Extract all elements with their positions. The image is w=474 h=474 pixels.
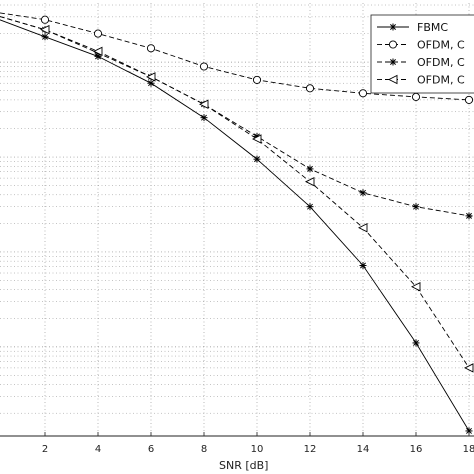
legend-label: FBMC — [417, 21, 448, 34]
series-line — [0, 19, 470, 432]
series-line — [0, 16, 470, 369]
marker-asterisk — [389, 23, 397, 31]
marker-stroke — [307, 203, 313, 210]
x-tick-label: 2 — [42, 444, 48, 455]
marker-stroke — [390, 24, 396, 30]
marker-asterisk — [412, 339, 420, 347]
marker-circle — [199, 62, 209, 71]
legend-box — [370, 14, 474, 94]
marker-circle — [388, 40, 398, 49]
legend-label: OFDM, C — [417, 39, 465, 52]
marker-asterisk — [200, 114, 208, 122]
marker-asterisk — [465, 212, 473, 220]
marker-stroke — [360, 262, 366, 269]
marker-stroke — [148, 80, 154, 87]
marker-triangle — [387, 74, 398, 85]
series-line — [0, 12, 470, 101]
marker-circle — [252, 75, 262, 84]
ticks-layer: 2 4 6 8 10 12 14 16 18 — [42, 432, 474, 455]
legend-label: OFDM, C — [417, 56, 465, 69]
marker-stroke — [466, 212, 472, 219]
legend-entry: OFDM, C — [377, 39, 465, 52]
legend-entry: OFDM, C — [377, 74, 465, 87]
marker-triangle — [410, 282, 421, 292]
marker-stroke — [413, 203, 419, 210]
marker-stroke — [201, 114, 207, 121]
series-layer — [0, 12, 474, 435]
marker-stroke — [360, 189, 366, 196]
marker-circle — [146, 44, 156, 53]
marker-asterisk — [359, 189, 367, 197]
marker-stroke — [42, 33, 48, 40]
marker-asterisk — [306, 203, 314, 211]
marker-asterisk — [389, 58, 397, 66]
marker-stroke — [254, 156, 260, 163]
x-tick-label: 8 — [201, 444, 207, 455]
marker-triangle — [304, 176, 315, 187]
x-tick-label: 18 — [463, 444, 474, 455]
marker-asterisk — [306, 165, 314, 173]
marker-circle — [305, 84, 315, 93]
marker-triangle — [39, 24, 50, 35]
marker-triangle — [92, 46, 103, 57]
marker-circle — [40, 15, 50, 24]
marker-stroke — [466, 427, 472, 434]
legend-entry: FBMC — [377, 21, 448, 34]
marker-asterisk — [412, 203, 420, 211]
marker-stroke — [413, 339, 419, 346]
marker-triangle — [463, 363, 474, 373]
legend: FBMC OFDM, C OFDM, C OFDM, C — [370, 14, 474, 94]
marker-asterisk — [147, 79, 155, 87]
marker-triangle — [145, 72, 156, 82]
x-tick-label: 10 — [251, 444, 264, 455]
marker-asterisk — [41, 33, 49, 41]
series-2 — [0, 12, 474, 104]
marker-stroke — [390, 59, 396, 65]
grid-layer — [0, 3, 474, 436]
marker-circle — [464, 95, 474, 104]
marker-circle — [411, 92, 421, 101]
marker-asterisk — [253, 155, 261, 163]
marker-triangle — [198, 99, 209, 109]
x-axis-label: SNR [dB] — [219, 459, 268, 472]
marker-stroke — [307, 165, 313, 172]
marker-triangle — [357, 223, 368, 233]
x-tick-label: 6 — [148, 444, 154, 455]
marker-asterisk — [359, 261, 367, 269]
legend-label: OFDM, C — [417, 74, 465, 87]
x-tick-label: 16 — [410, 444, 423, 455]
x-tick-label: 4 — [95, 444, 101, 455]
x-tick-label: 14 — [357, 444, 370, 455]
marker-triangle — [251, 134, 262, 144]
marker-circle — [93, 29, 103, 38]
marker-circle — [358, 89, 368, 98]
x-tick-label: 12 — [304, 444, 317, 455]
legend-entry: OFDM, C — [377, 56, 465, 69]
series-4 — [0, 16, 474, 373]
